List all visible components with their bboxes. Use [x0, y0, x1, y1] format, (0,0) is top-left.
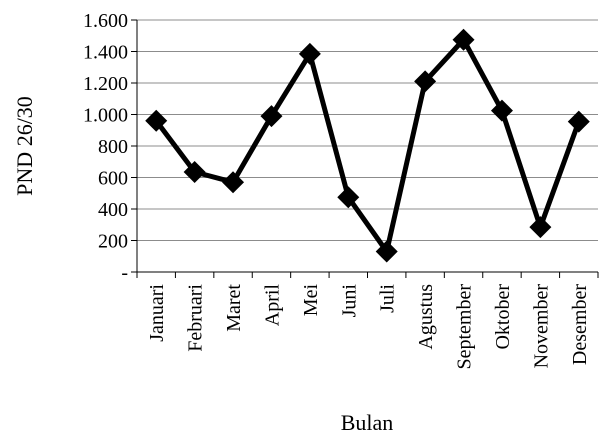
y-tick-label: 1.600 — [83, 10, 128, 32]
gridlines — [137, 19, 598, 241]
y-tick-label: 1.400 — [83, 42, 128, 64]
y-tick-label: 400 — [98, 199, 128, 221]
y-tick-labels: - 200 400 600 800 1.000 1.200 1.400 1.600 — [83, 10, 128, 284]
x-tick-label: September — [454, 284, 476, 370]
x-tick-label: Oktober — [492, 284, 514, 350]
x-tick-label: Maret — [223, 284, 245, 332]
y-axis-title: PND 26/30 — [12, 96, 37, 196]
y-tick-label: 1.000 — [83, 105, 128, 127]
x-tick-label: Mei — [300, 284, 322, 317]
data-point-marker — [490, 99, 513, 122]
y-tick-label: - — [121, 262, 128, 284]
x-tick-label: April — [261, 284, 283, 327]
x-tick-label: November — [530, 284, 552, 369]
axes — [131, 19, 599, 278]
data-point-marker — [375, 240, 398, 263]
data-point-marker — [298, 42, 321, 65]
data-point-marker — [414, 70, 437, 93]
data-point-marker — [529, 216, 552, 239]
data-point-marker — [567, 110, 590, 133]
y-tick-label: 600 — [98, 168, 128, 190]
data-point-marker — [183, 160, 206, 183]
x-tick-label: Agustus — [415, 284, 437, 350]
x-tick-label: Juli — [377, 284, 399, 313]
x-tick-label: Februari — [185, 284, 207, 352]
data-point-marker — [145, 109, 168, 132]
x-tick-label: Juni — [338, 284, 360, 318]
x-tick-label: Desember — [569, 284, 591, 365]
x-tick-label: Januari — [146, 284, 168, 342]
y-tick-label: 800 — [98, 136, 128, 158]
data-point-marker — [337, 186, 360, 209]
y-tick-label: 200 — [98, 231, 128, 253]
x-axis-title: Bulan — [341, 410, 394, 435]
x-tick-labels: Januari Februari Maret April Mei Juni Juli Agus… — [146, 284, 591, 370]
data-point-marker — [222, 171, 245, 194]
data-point-marker — [260, 105, 283, 128]
data-point-marker — [452, 28, 475, 51]
series-group — [145, 28, 590, 263]
y-tick-label: 1.200 — [83, 73, 128, 95]
